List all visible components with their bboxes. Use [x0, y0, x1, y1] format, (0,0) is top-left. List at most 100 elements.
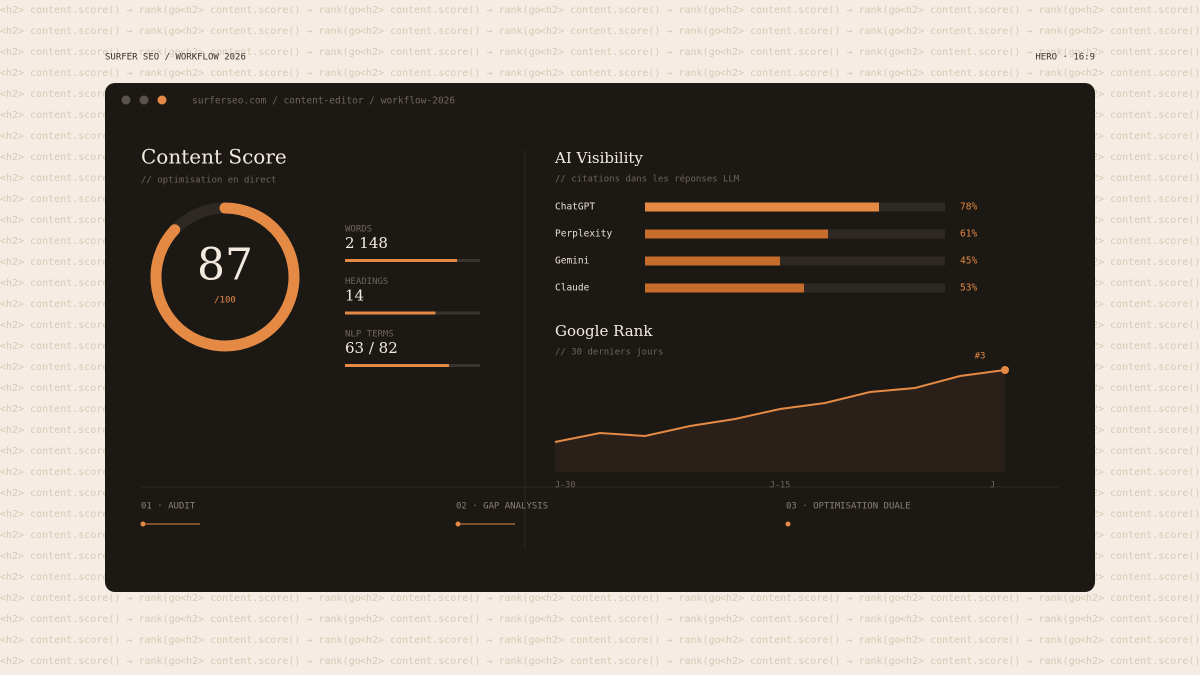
pattern-text: <h2> content.score() → rank(go — [1080, 110, 1200, 121]
pattern-text: <h2> content.score() → rank(go — [1080, 383, 1200, 394]
line — [554, 369, 1006, 443]
pattern-text: <h2> content.score() → rank(go — [0, 572, 181, 583]
pattern-text: <h2> content.score() → rank(go — [1080, 215, 1200, 226]
pattern-text: <h2> content.score() → rank(go — [1080, 614, 1200, 625]
pattern-text: <h2> content.score() → rank(go — [0, 593, 181, 604]
pattern-text: <h2> content.score() → rank(go — [1080, 236, 1200, 247]
bar-track — [645, 256, 945, 266]
metric-label: WORDS — [345, 225, 372, 235]
bar — [645, 229, 828, 239]
pattern-text: <h2> content.score() → rank(go — [0, 173, 181, 184]
step-dot — [140, 521, 146, 527]
step-label: 03 · OPTIMISATION DUALE — [786, 502, 911, 512]
step-dot — [455, 521, 461, 527]
pattern-text: <h2> content.score() → rank(go — [0, 425, 181, 436]
chart-title: Google Rank — [555, 322, 653, 340]
pattern-text: <h2> content.score() → rank(go — [1080, 362, 1200, 373]
bar — [645, 202, 879, 212]
pattern-text: <h2> content.score() → rank(go — [720, 5, 901, 16]
area — [555, 370, 1005, 472]
pattern-text: <h2> content.score() → rank(go — [0, 131, 181, 142]
pattern-text: <h2> content.score() → rank(go — [0, 257, 181, 268]
pattern-text: <h2> content.score() → rank(go — [360, 26, 541, 37]
metric-label: HEADINGS — [345, 277, 388, 287]
pattern-text: <h2> content.score() → rank(go — [360, 635, 541, 646]
window-dot — [157, 95, 167, 105]
pattern-text: <h2> content.score() → rank(go — [1080, 572, 1200, 583]
step-dot — [785, 521, 791, 527]
pattern-text: <h2> content.score() → rank(go — [0, 5, 181, 16]
pattern-text: <h2> content.score() → rank(go — [0, 68, 181, 79]
pattern-text: <h2> content.score() → rank(go — [540, 614, 721, 625]
x-tick-label: J — [990, 481, 995, 491]
pattern-text: <h2> content.score() → rank(go — [1080, 68, 1200, 79]
bar-label: Gemini — [555, 256, 590, 267]
pattern-text: <h2> content.score() → rank(go — [1080, 530, 1200, 541]
annotation: #3 — [975, 352, 986, 362]
pattern-text: <h2> content.score() → rank(go — [0, 215, 181, 226]
pattern-text: <h2> content.score() → rank(go — [0, 152, 181, 163]
pattern-text: <h2> content.score() → rank(go — [0, 26, 181, 37]
pattern-text: <h2> content.score() → rank(go — [1080, 131, 1200, 142]
bar-label: ChatGPT — [555, 202, 595, 213]
pattern-text: <h2> content.score() → rank(go — [720, 47, 901, 58]
pattern-text: <h2> content.score() → rank(go — [0, 614, 181, 625]
metric-bar — [345, 259, 458, 262]
pattern-text: <h2> content.score() → rank(go — [720, 656, 901, 667]
pattern-text: <h2> content.score() → rank(go — [720, 26, 901, 37]
pattern-text: <h2> content.score() → rank(go — [900, 68, 1081, 79]
pattern-text: <h2> content.score() → rank(go — [180, 26, 361, 37]
pattern-text: <h2> content.score() → rank(go — [360, 68, 541, 79]
window-dot — [121, 95, 131, 105]
pattern-text: <h2> content.score() → rank(go — [1080, 194, 1200, 205]
pattern-text: <h2> content.score() → rank(go — [540, 26, 721, 37]
pattern-text: <h2> content.score() → rank(go — [180, 614, 361, 625]
pattern-text: <h2> content.score() → rank(go — [1080, 5, 1200, 16]
pattern-text: <h2> content.score() → rank(go — [1080, 446, 1200, 457]
pattern-text: <h2> content.score() → rank(go — [900, 5, 1081, 16]
end-point — [1001, 366, 1009, 374]
pattern-text: <h2> content.score() → rank(go — [540, 5, 721, 16]
value-label: 45% — [960, 256, 977, 267]
metric-value: 2 148 — [345, 234, 388, 252]
pattern-text: <h2> content.score() → rank(go — [180, 656, 361, 667]
pattern-text: <h2> content.score() → rank(go — [1080, 26, 1200, 37]
pattern-text: <h2> content.score() → rank(go — [1080, 551, 1200, 562]
pattern-text: <h2> content.score() → rank(go — [360, 656, 541, 667]
bar-label: Claude — [555, 283, 590, 294]
chart-subtitle: // 30 derniers jours — [555, 348, 663, 358]
bar-label: Perplexity — [555, 229, 612, 240]
pattern-text: <h2> content.score() → rank(go — [0, 551, 181, 562]
pattern-text: <h2> content.score() → rank(go — [900, 593, 1081, 604]
metric-label: NLP TERMS — [345, 330, 394, 340]
pattern-text: <h2> content.score() → rank(go — [1080, 467, 1200, 478]
pattern-text: <h2> content.score() → rank(go — [180, 68, 361, 79]
window-dot — [139, 95, 149, 105]
pattern-text: <h2> content.score() → rank(go — [1080, 152, 1200, 163]
pattern-text: <h2> content.score() → rank(go — [360, 593, 541, 604]
pattern-text: <h2> content.score() → rank(go — [0, 467, 181, 478]
pattern-text: <h2> content.score() → rank(go — [0, 278, 181, 289]
pattern-text: <h2> content.score() → rank(go — [180, 5, 361, 16]
window-url: surferseo.com / content-editor / workflo… — [192, 96, 455, 107]
pattern-text: <h2> content.score() → rank(go — [360, 47, 541, 58]
step-label: 01 · AUDIT — [141, 502, 196, 512]
pattern-text: <h2> content.score() → rank(go — [900, 614, 1081, 625]
pattern-text: <h2> content.score() → rank(go — [0, 383, 181, 394]
x-tick-label: J-30 — [555, 481, 575, 491]
pattern-text: <h2> content.score() → rank(go — [0, 509, 181, 520]
pattern-text: <h2> content.score() → rank(go — [900, 26, 1081, 37]
value-label: 61% — [960, 229, 977, 240]
pattern-text: <h2> content.score() → rank(go — [180, 593, 361, 604]
pattern-text: <h2> content.score() → rank(go — [0, 362, 181, 373]
pattern-text: <h2> content.score() → rank(go — [0, 89, 181, 100]
pattern-text: <h2> content.score() → rank(go — [0, 47, 181, 58]
pattern-text: <h2> content.score() → rank(go — [540, 47, 721, 58]
value-label: 53% — [960, 283, 977, 294]
pattern-text: <h2> content.score() → rank(go — [1080, 278, 1200, 289]
pattern-text: <h2> content.score() → rank(go — [720, 593, 901, 604]
pattern-text: <h2> content.score() → rank(go — [360, 614, 541, 625]
pattern-text: <h2> content.score() → rank(go — [1080, 341, 1200, 352]
